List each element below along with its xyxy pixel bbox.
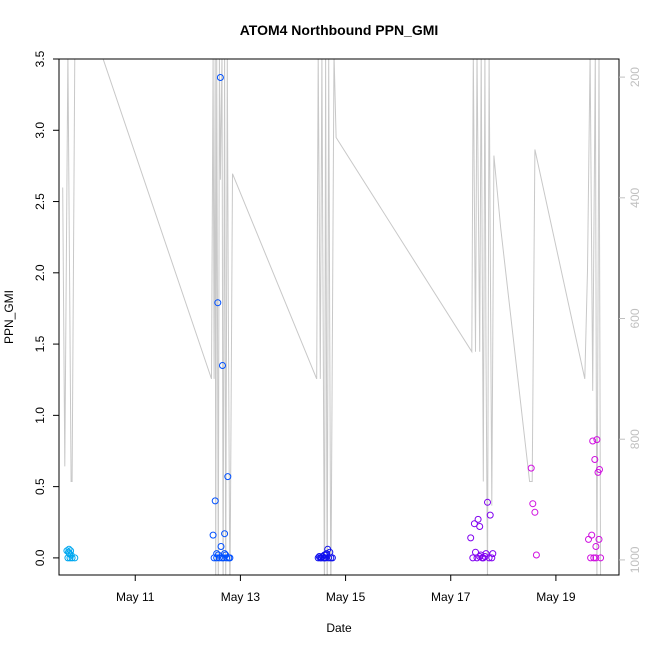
- data-point-day-5: [531, 508, 539, 516]
- data-point-day-5: [529, 500, 537, 508]
- data-point-day-5: [590, 554, 598, 562]
- x-tick-label: May 19: [536, 590, 576, 604]
- data-point-day-4: [486, 511, 494, 519]
- data-point-day-4: [488, 554, 496, 562]
- data-point-day-1: [68, 554, 76, 562]
- data-point-day-5: [527, 464, 535, 472]
- data-point-day-4: [469, 554, 477, 562]
- y-tick-label: 2.5: [33, 193, 47, 210]
- right-axis-tick-label: 600: [628, 308, 642, 328]
- data-point-day-5: [589, 437, 597, 445]
- x-tick-label: May 13: [221, 590, 261, 604]
- data-point-day-4: [485, 554, 493, 562]
- depth-line-layer: [62, 59, 602, 575]
- data-point-day-2: [224, 473, 232, 481]
- x-axis-label: Date: [326, 621, 352, 635]
- x-tick-label: May 17: [431, 590, 471, 604]
- data-point-day-5: [595, 535, 603, 543]
- data-point-day-2: [223, 554, 231, 562]
- chart-title: ATOM4 Northbound PPN_GMI: [240, 22, 439, 38]
- right-axis-tick-label: 200: [628, 67, 642, 87]
- y-tick-label: 3.5: [33, 50, 47, 67]
- data-point-day-5: [592, 554, 600, 562]
- points-layer: [63, 74, 605, 562]
- data-point-day-4: [484, 498, 491, 506]
- x-axis: May 11 May 13 May 15 May 17 May 19: [116, 574, 576, 604]
- data-point-day-5: [587, 554, 595, 562]
- y-tick-label: 0.5: [33, 478, 47, 495]
- data-point-day-2: [217, 543, 225, 550]
- right-axis: 200 400 600 800 1000: [619, 67, 642, 573]
- data-point-day-5: [593, 436, 601, 444]
- x-tick-label: May 15: [326, 590, 366, 604]
- y-tick-label: 0.0: [33, 549, 47, 566]
- data-point-day-5: [532, 551, 540, 559]
- right-axis-tick-label: 1000: [628, 546, 642, 573]
- data-point-day-2: [213, 550, 221, 558]
- y-tick-label: 1.0: [33, 407, 47, 424]
- data-point-day-2: [209, 531, 217, 539]
- data-point-day-5: [588, 531, 596, 539]
- data-point-day-2: [211, 497, 219, 505]
- right-axis-tick-label: 800: [628, 429, 642, 449]
- data-point-day-2: [221, 530, 229, 538]
- data-point-day-1: [67, 547, 75, 555]
- data-point-day-3: [322, 551, 330, 559]
- data-point-day-5: [592, 543, 600, 550]
- y-axis-label: PPN_GMI: [2, 290, 16, 344]
- data-point-day-5: [596, 466, 603, 473]
- data-point-day-4: [467, 534, 475, 542]
- y-tick-label: 3.0: [33, 122, 47, 139]
- data-point-day-4: [474, 515, 482, 523]
- y-tick-label: 2.0: [33, 264, 47, 281]
- data-point-day-4: [470, 520, 478, 528]
- data-point-day-4: [489, 550, 497, 558]
- x-tick-label: May 11: [116, 590, 155, 604]
- data-point-day-2: [216, 74, 224, 81]
- right-axis-tick-label: 400: [628, 187, 642, 207]
- data-point-day-2: [214, 299, 222, 307]
- data-point-day-1: [71, 554, 79, 562]
- y-tick-label: 1.5: [33, 335, 47, 352]
- data-point-day-3: [328, 554, 336, 562]
- data-point-day-5: [597, 554, 605, 562]
- depth-line: [62, 59, 602, 575]
- data-point-day-5: [591, 456, 599, 463]
- data-point-day-2: [219, 362, 226, 369]
- data-point-day-2: [226, 554, 234, 562]
- data-point-day-4: [476, 523, 484, 530]
- data-point-day-4: [476, 553, 484, 560]
- data-point-day-2: [221, 550, 229, 558]
- y-axis: 0.0 0.5 1.0 1.5 2.0 2.5 3.0 3.5: [33, 50, 59, 566]
